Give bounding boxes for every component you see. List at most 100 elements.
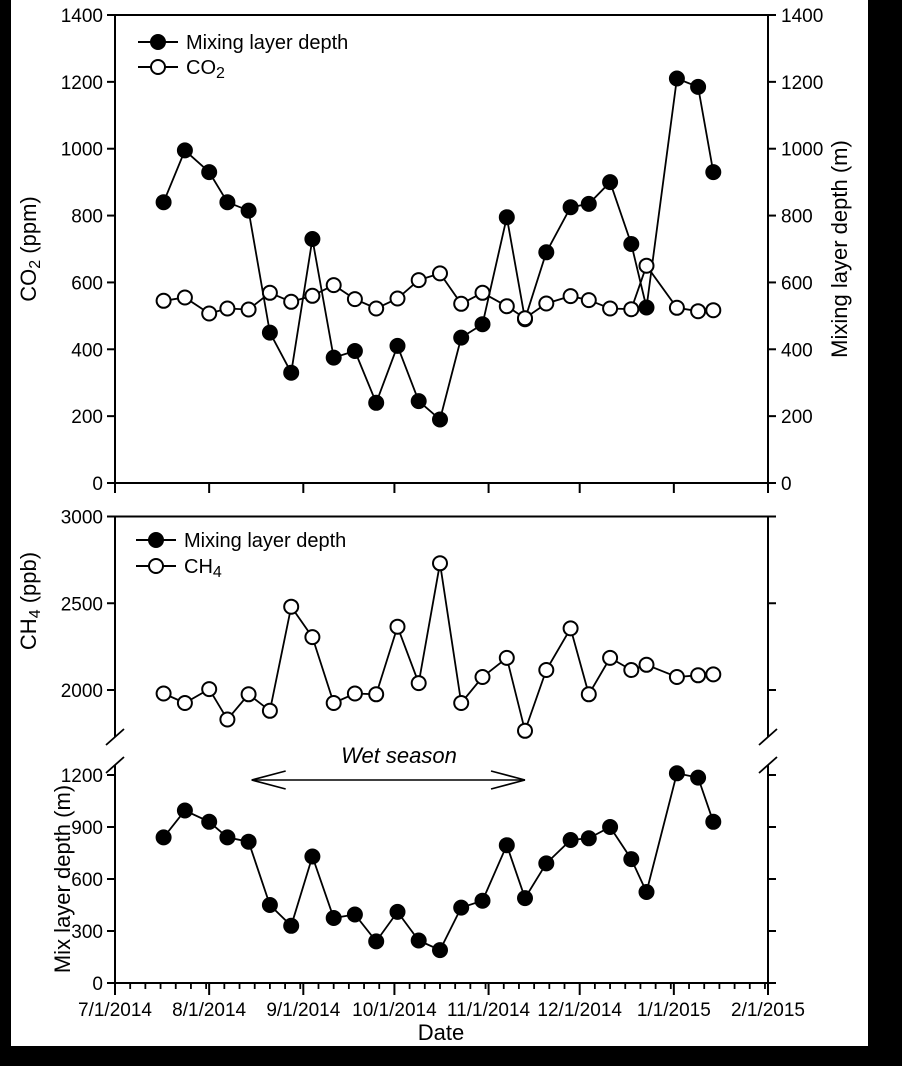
arrow-head [490, 770, 526, 781]
data-point [538, 662, 555, 678]
open-circle-marker-icon [148, 558, 164, 574]
data-point [602, 300, 619, 317]
x-tick-label: 8/1/2014 [172, 1000, 246, 1021]
bottom-panel-tick-labels: 2000 2500 3000 0 300 600 900 1200 7/1/2014 8/1/20… [61, 508, 805, 1022]
y-tick-label: 0 [781, 474, 792, 495]
y-tick-label: 2000 [61, 681, 103, 702]
ch4-axis-title: CH4 (ppb) [16, 552, 44, 650]
data-point [580, 195, 597, 212]
data-point [517, 310, 533, 327]
top-legend: Mixing layer depth CO2 [138, 32, 348, 82]
data-point [410, 272, 427, 289]
data-point [580, 686, 597, 703]
double-arrow-icon [251, 770, 526, 790]
data-point [261, 702, 278, 719]
x-tick-label: 2/1/2015 [731, 1000, 805, 1021]
data-point [432, 265, 448, 282]
data-point [705, 164, 722, 181]
x-tick-label: 9/1/2014 [266, 1000, 340, 1021]
data-point [201, 305, 218, 322]
y-tick-label: 600 [71, 870, 103, 891]
y-tick-label: 0 [92, 474, 103, 495]
y-tick-label: 2500 [61, 594, 103, 615]
data-point [176, 802, 193, 819]
data-point [690, 667, 707, 684]
data-point [498, 649, 515, 666]
data-point [240, 833, 257, 850]
arrow-head [490, 779, 526, 790]
y-tick-label: 3000 [61, 508, 103, 529]
data-point [453, 899, 470, 916]
data-point [623, 236, 640, 252]
x-tick-label: 7/1/2014 [78, 1000, 152, 1021]
y-tick-label: 600 [71, 273, 103, 294]
wet-season-annotation: Wet season [251, 743, 526, 790]
data-point [580, 830, 597, 847]
data-point [602, 819, 619, 835]
data-point [562, 199, 579, 216]
co2-axis-title: CO2 (ppm) [16, 196, 44, 301]
data-point [474, 892, 491, 909]
figure-paper [11, 0, 868, 1046]
bottom-panel-series [155, 555, 722, 959]
data-point [498, 298, 515, 315]
data-point [602, 649, 619, 666]
data-point [219, 194, 236, 211]
data-point [562, 620, 579, 637]
data-point [474, 284, 491, 301]
legend-label-mixing-layer-depth: Mixing layer depth [186, 32, 348, 54]
legend-label-ch4: CH4 [184, 556, 222, 581]
data-point [690, 769, 707, 786]
data-point [346, 685, 363, 702]
axis-break-icon [758, 728, 778, 746]
data-point [453, 329, 470, 346]
data-point [517, 722, 533, 739]
y-tick-label: 1200 [61, 73, 103, 94]
series-mixing-layer-depth [155, 70, 722, 428]
axis-break-icon [758, 756, 778, 774]
axis-break-icon [105, 728, 125, 746]
data-point [240, 686, 257, 703]
date-axis-title: Date [418, 1020, 464, 1045]
data-point [201, 164, 218, 181]
y-tick-label: 900 [71, 818, 103, 839]
data-point [283, 598, 300, 615]
top-panel-series [155, 70, 722, 428]
data-point [638, 656, 655, 673]
data-point [240, 202, 257, 219]
data-point [325, 695, 342, 711]
mixing-layer-depth-axis-title: Mixing layer depth (m) [827, 140, 852, 358]
data-point [346, 343, 363, 359]
data-point [219, 711, 236, 728]
data-point [368, 300, 385, 317]
data-point [283, 364, 300, 381]
data-point [201, 681, 218, 698]
data-point [176, 142, 193, 159]
y-tick-label: 800 [781, 207, 813, 228]
data-point [410, 393, 427, 410]
data-point [432, 942, 448, 959]
series-co2 [155, 257, 722, 327]
data-point [474, 316, 491, 333]
data-point [283, 293, 300, 310]
data-point [410, 932, 427, 949]
x-tick-label: 11/1/2014 [447, 1000, 531, 1021]
legend-label-co2: CO2 [186, 57, 225, 82]
filled-circle-marker-icon [150, 34, 166, 50]
data-point [453, 295, 470, 312]
data-point [304, 231, 321, 247]
data-point [368, 686, 385, 703]
data-point [240, 301, 257, 318]
data-point [705, 813, 722, 830]
data-point [638, 884, 655, 900]
data-point [580, 292, 597, 309]
data-point [410, 675, 427, 692]
y-tick-label: 600 [781, 273, 813, 294]
bottom-panel: 2000 2500 3000 0 300 600 900 1200 7/1/2014 8/1/20… [16, 508, 805, 1022]
data-point [538, 295, 555, 312]
data-point [498, 837, 515, 854]
data-point [432, 555, 448, 572]
data-point [261, 897, 278, 913]
data-point [346, 906, 363, 923]
